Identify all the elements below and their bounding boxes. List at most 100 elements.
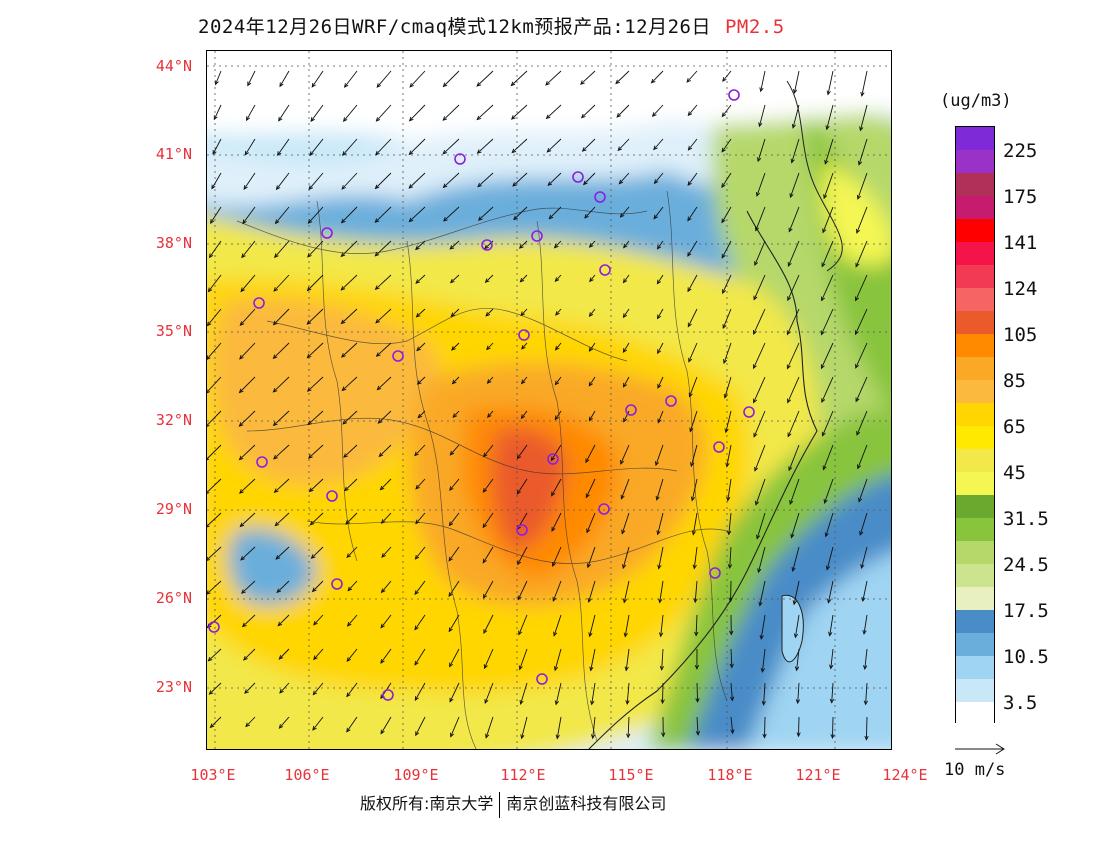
site-marker[interactable] xyxy=(709,567,721,579)
wind-arrow xyxy=(623,308,630,318)
wind-arrow xyxy=(274,512,290,527)
site-marker[interactable] xyxy=(599,264,611,276)
wind-arrow xyxy=(239,444,256,460)
wind-arrow xyxy=(657,274,664,284)
wind-arrow xyxy=(855,308,868,335)
site-marker[interactable] xyxy=(454,153,466,165)
site-marker[interactable] xyxy=(625,404,637,416)
wind-arrow-head xyxy=(442,82,448,88)
wind-arrow-head xyxy=(380,729,385,735)
site-marker[interactable] xyxy=(321,227,333,239)
site-marker[interactable] xyxy=(743,406,755,418)
wind-arrow xyxy=(822,444,834,470)
footer-left: 版权所有:南京大学 xyxy=(360,794,494,813)
wind-arrow-head xyxy=(625,700,630,706)
site-marker[interactable] xyxy=(713,441,725,453)
wind-arrow-head xyxy=(347,586,353,592)
wind-arrow xyxy=(375,308,392,324)
wind-arrow-head xyxy=(590,700,595,706)
wind-arrow xyxy=(347,614,358,627)
wind-arrow-head xyxy=(551,561,556,567)
wind-arrow-head xyxy=(687,111,693,117)
wind-arrow xyxy=(551,478,562,496)
site-marker[interactable] xyxy=(256,456,268,468)
wind-arrow xyxy=(209,682,222,695)
wind-arrow xyxy=(377,376,392,391)
wind-arrow xyxy=(244,138,256,156)
wind-arrow xyxy=(721,206,732,223)
wind-arrow-head xyxy=(855,363,859,369)
wind-arrow xyxy=(449,648,460,667)
site-marker[interactable] xyxy=(728,89,740,101)
wind-arrow-head xyxy=(580,80,585,85)
wind-arrow-head xyxy=(341,353,346,358)
site-marker[interactable] xyxy=(481,239,493,251)
wind-arrow xyxy=(787,274,800,301)
site-marker[interactable] xyxy=(536,673,548,685)
wind-arrow xyxy=(626,682,630,705)
wind-arrow xyxy=(589,274,596,282)
wind-arrow xyxy=(210,716,222,728)
wind-arrow-head xyxy=(207,656,213,662)
site-marker[interactable] xyxy=(326,490,338,502)
wind-arrow-head xyxy=(721,183,726,189)
colorbar-label: 24.5 xyxy=(1003,554,1049,576)
wind-arrow xyxy=(346,682,358,697)
wind-arrow xyxy=(820,342,834,369)
wind-arrow-head xyxy=(624,666,629,672)
colorbar-segment xyxy=(956,357,994,380)
pm25-map[interactable] xyxy=(206,50,892,750)
wind-arrow-head xyxy=(589,277,594,283)
wind-arrow xyxy=(730,682,733,701)
wind-arrow xyxy=(306,308,324,325)
wind-arrow-head xyxy=(375,150,380,156)
wind-arrow-head xyxy=(380,623,385,629)
site-marker[interactable] xyxy=(253,297,265,309)
colorbar-segment xyxy=(956,495,994,518)
wind-arrow-head xyxy=(415,312,421,318)
wind-arrow-head xyxy=(755,191,761,197)
wind-arrow-head xyxy=(657,564,662,570)
site-marker[interactable] xyxy=(208,621,220,633)
site-marker[interactable] xyxy=(516,524,528,536)
site-marker[interactable] xyxy=(598,503,610,515)
wind-arrow xyxy=(520,682,528,705)
wind-arrow-head xyxy=(824,159,829,165)
wind-arrow-head xyxy=(688,357,693,363)
wind-arrow-head xyxy=(794,666,800,672)
wind-arrow xyxy=(452,376,460,384)
wind-arrow-head xyxy=(857,464,862,470)
site-marker[interactable] xyxy=(331,578,343,590)
wind-arrow xyxy=(486,342,494,350)
wind-arrow xyxy=(721,104,732,117)
colorbar-segment xyxy=(956,564,994,587)
wind-arrow xyxy=(694,580,698,603)
wind-arrow-head xyxy=(658,632,664,638)
site-marker[interactable] xyxy=(572,171,584,183)
wind-arrow-head xyxy=(580,113,586,119)
wind-arrow xyxy=(789,172,800,198)
wind-arrow xyxy=(346,716,358,733)
wind-arrow xyxy=(653,206,664,219)
wind-arrow xyxy=(483,580,494,599)
site-marker[interactable] xyxy=(547,453,559,465)
site-marker[interactable] xyxy=(518,329,530,341)
wind-arrow-head xyxy=(554,277,560,282)
wind-arrow xyxy=(686,70,698,83)
wind-arrow xyxy=(695,614,698,636)
site-marker[interactable] xyxy=(392,350,404,362)
wind-arrow-head xyxy=(345,520,350,525)
colorbar-unit: (ug/m3) xyxy=(940,91,1012,111)
wind-arrow-head xyxy=(653,179,659,185)
site-marker[interactable] xyxy=(594,191,606,203)
wind-arrow-head xyxy=(622,564,627,570)
site-marker[interactable] xyxy=(665,395,677,407)
wind-arrow-head xyxy=(550,456,556,462)
site-marker[interactable] xyxy=(531,230,543,242)
wind-arrow xyxy=(624,614,630,637)
wind-arrow-head xyxy=(691,530,696,536)
site-marker[interactable] xyxy=(382,689,394,701)
wind-arrow xyxy=(794,614,800,638)
wind-arrow-head xyxy=(721,112,727,118)
wind-arrow-head xyxy=(414,625,419,631)
